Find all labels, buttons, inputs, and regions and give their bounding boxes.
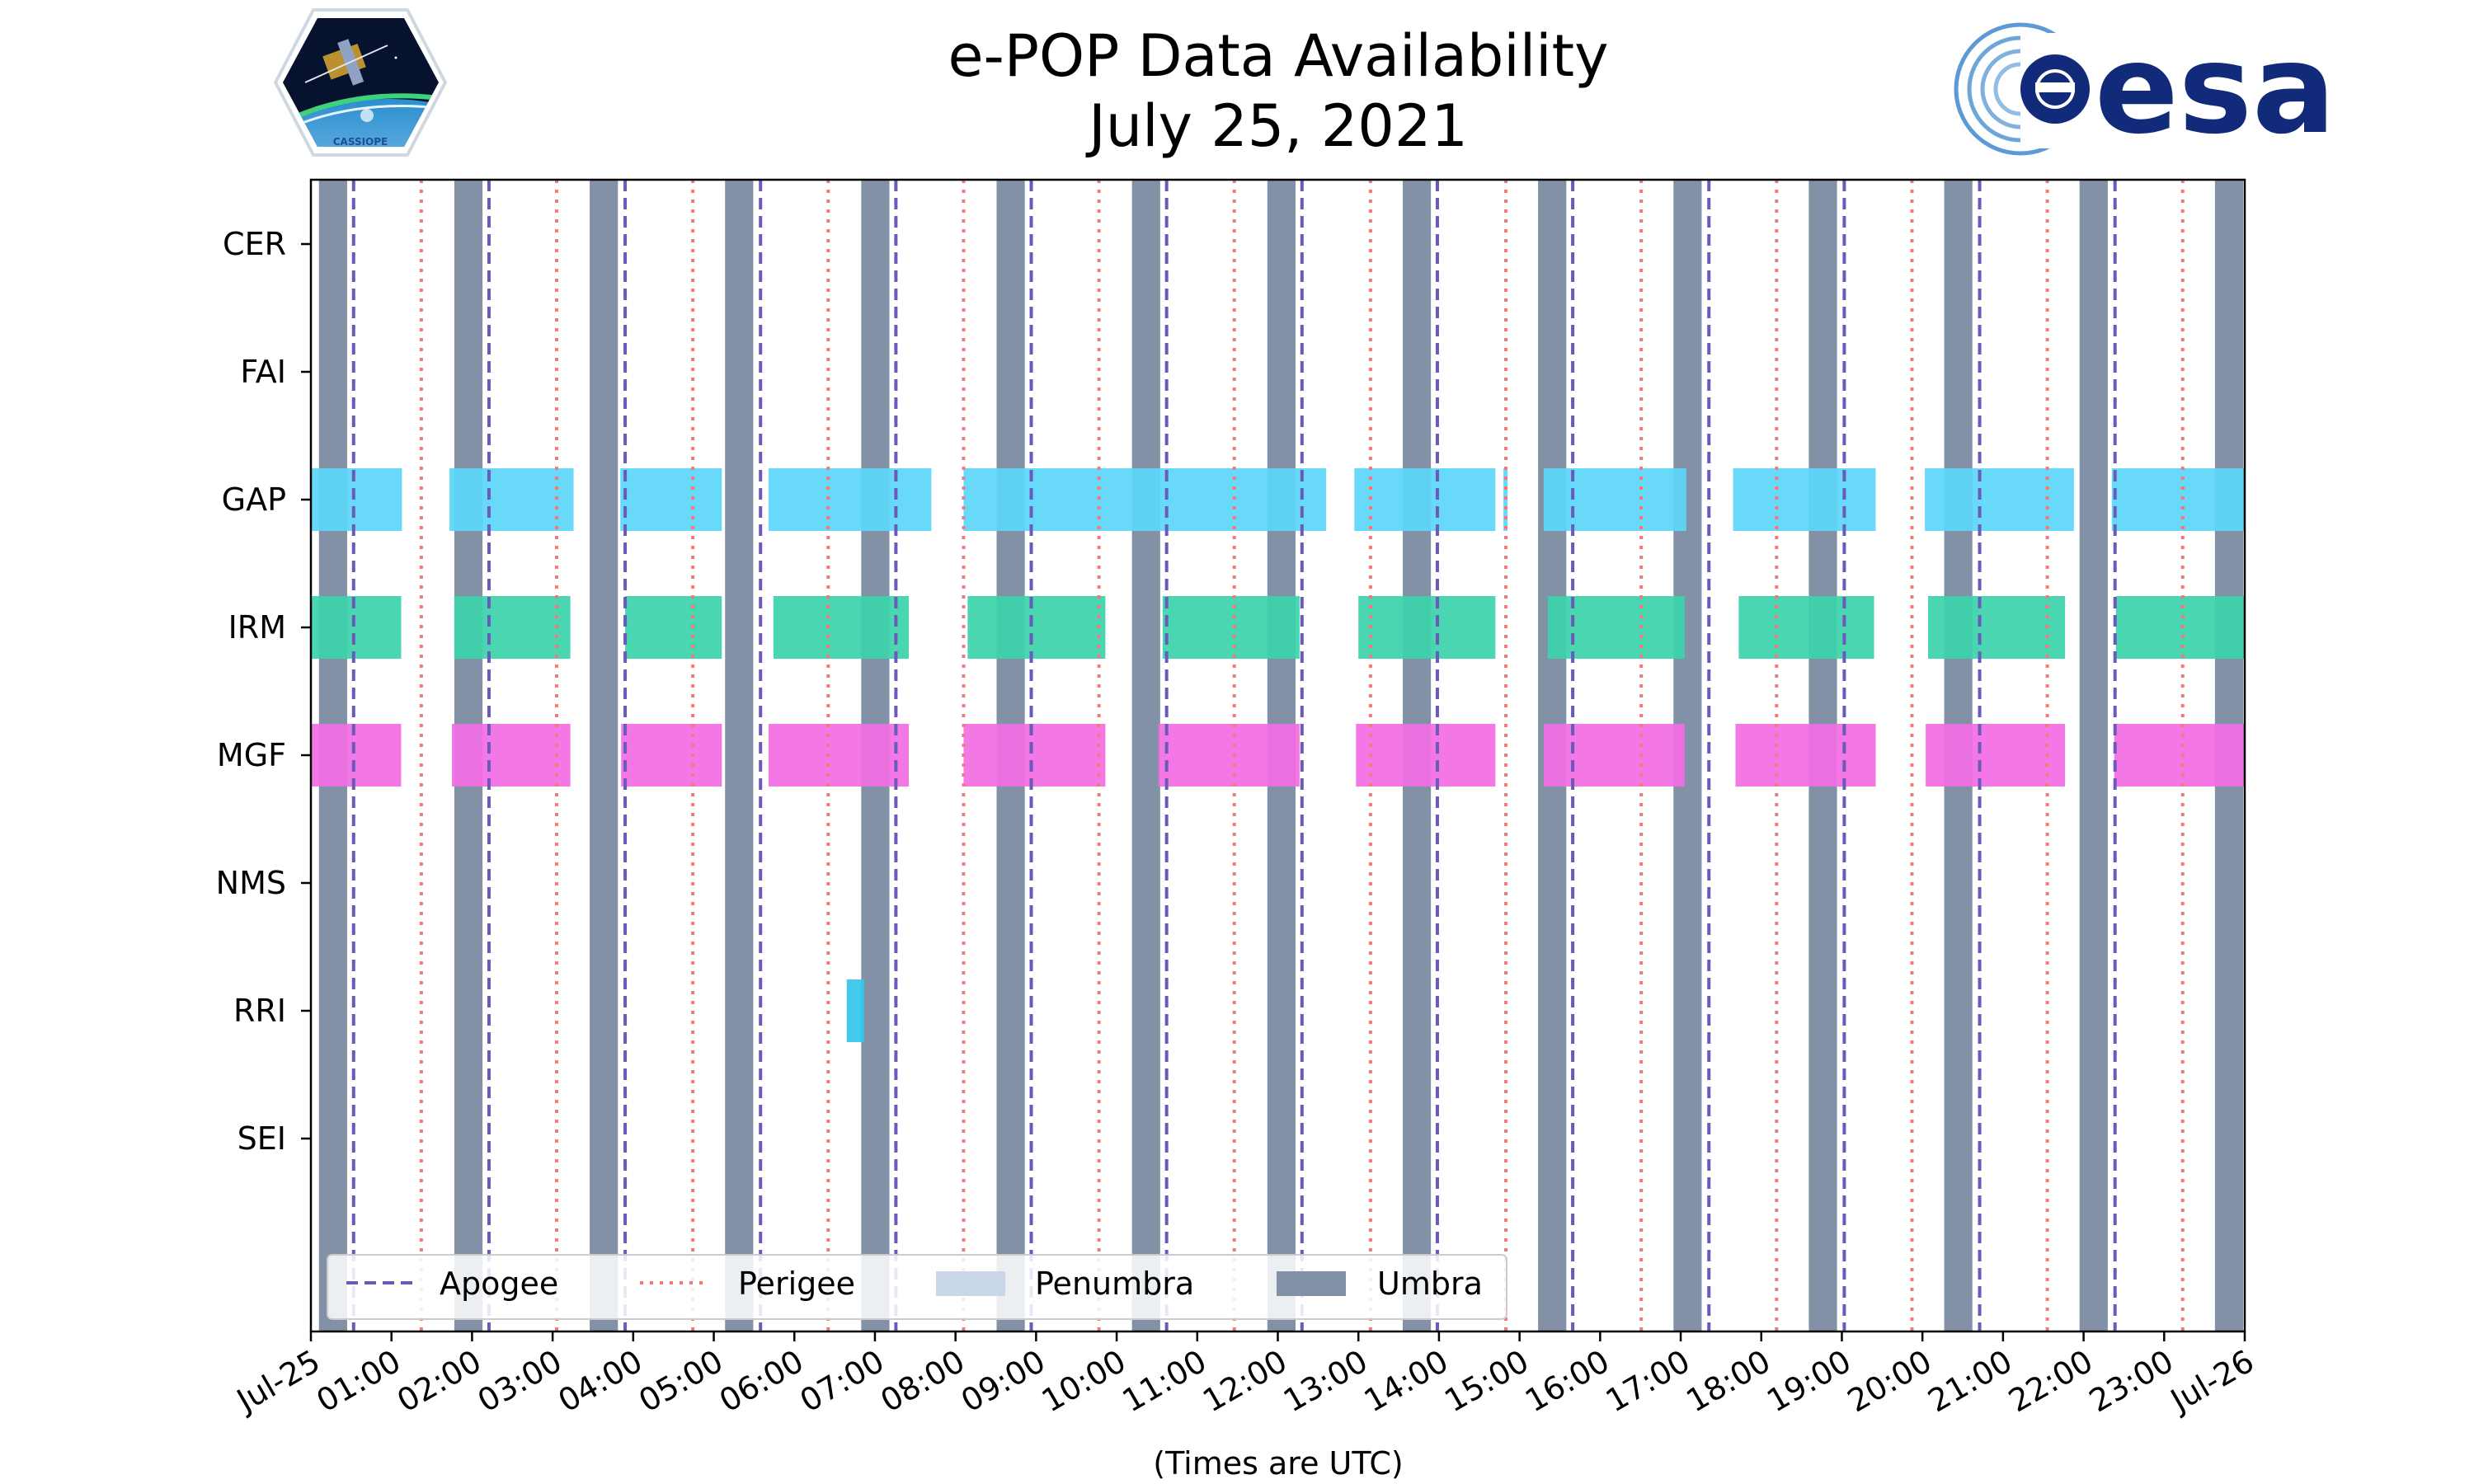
chart-title-line-2: July 25, 2021 [1085,92,1468,160]
x-tick-label: 09:00 [955,1343,1051,1420]
umbra-band [725,180,754,1331]
legend-label-perigee: Perigee [738,1266,855,1302]
x-tick-label: 06:00 [713,1343,810,1420]
availability-bar-irm [454,596,571,659]
x-tick-label: 07:00 [794,1343,891,1420]
legend-item-perigee: Perigee [640,1266,855,1302]
availability-bar-mgf [2114,724,2245,787]
x-tick-label: 02:00 [391,1343,487,1420]
cassiope-logo: CASSIOPE [273,8,448,157]
y-tick-label-cer: CER [223,226,286,262]
legend-swatch-umbra [1277,1271,1346,1296]
esa-logo: esa [1954,18,2335,162]
umbra-band [2079,180,2108,1331]
esa-logo-swirl [1954,22,2091,156]
x-tick-label: 08:00 [874,1343,971,1420]
availability-bar-irm [1928,596,2066,659]
availability-bar-irm [625,596,722,659]
x-tick-label: 11:00 [1116,1343,1212,1420]
x-axis: Jul-2501:0002:0003:0004:0005:0006:0007:0… [229,1331,2260,1420]
availability-bar-irm [1547,596,1685,659]
chart-title-line-1: e-POP Data Availability [948,22,1608,90]
availability-bar-mgf [963,724,1106,787]
availability-bar-gap [2111,468,2245,531]
legend-swatch-penumbra [936,1271,1005,1296]
x-tick-label: Jul-26 [2163,1343,2260,1420]
availability-bar-mgf [768,724,909,787]
availability-bar-gap [1354,468,1496,531]
x-tick-label: 01:00 [310,1343,407,1420]
y-tick-label-nms: NMS [216,865,286,901]
availability-bar-mgf [621,724,722,787]
availability-bar-mgf [1356,724,1496,787]
umbra-band [1131,180,1160,1331]
legend-label-penumbra: Penumbra [1035,1266,1194,1302]
availability-bar-mgf [1543,724,1685,787]
x-tick-label: 10:00 [1036,1343,1132,1420]
legend-label-apogee: Apogee [440,1266,558,1302]
availability-bar-mgf [1158,724,1300,787]
availability-bar-irm [967,596,1106,659]
y-tick-label-sei: SEI [238,1120,286,1157]
availability-bar-irm [1738,596,1874,659]
y-tick-label-mgf: MGF [217,737,286,773]
legend-box [327,1254,1507,1320]
availability-bar-gap [963,468,1327,531]
availability-bar-rri [846,979,865,1042]
x-tick-label: 16:00 [1519,1343,1616,1420]
availability-bar-gap [620,468,722,531]
y-axis: CER FAI GAP IRM MGF NMS RRI SEI [216,226,311,1157]
legend-item-apogee: Apogee [346,1266,558,1302]
y-tick-label-fai: FAI [240,354,286,390]
x-tick-label: 18:00 [1680,1343,1776,1420]
availability-bars [311,468,2245,1042]
availability-bar-irm [2115,596,2245,659]
x-tick-label: Jul-25 [229,1343,326,1420]
x-tick-label: 15:00 [1438,1343,1535,1420]
perigee-lines [419,180,2185,1331]
x-tick-label: 22:00 [2002,1343,2099,1420]
availability-bar-irm [1162,596,1300,659]
availability-bar-gap [449,468,574,531]
availability-bar-irm [773,596,909,659]
availability-bar-gap [1733,468,1876,531]
x-tick-label: 13:00 [1277,1343,1374,1420]
y-tick-label-rri: RRI [233,993,286,1029]
x-tick-label: 03:00 [472,1343,568,1420]
availability-bar-mgf [1926,724,2066,787]
availability-bar-mgf [1735,724,1876,787]
x-tick-label: 14:00 [1358,1343,1455,1420]
x-tick-label: 19:00 [1761,1343,1857,1420]
availability-bar-irm [1358,596,1496,659]
availability-bar-mgf [311,724,402,787]
x-axis-label: (Times are UTC) [1153,1445,1403,1482]
availability-bar-gap [1925,468,2074,531]
x-tick-label: 17:00 [1600,1343,1696,1420]
x-tick-label: 12:00 [1197,1343,1293,1420]
availability-bar-gap [1543,468,1686,531]
x-tick-label: 23:00 [2083,1343,2180,1420]
x-tick-label: 04:00 [552,1343,648,1420]
y-tick-label-irm: IRM [228,609,286,646]
legend-item-penumbra: Penumbra [936,1266,1194,1302]
legend-item-umbra: Umbra [1277,1266,1483,1302]
esa-logo-text: esa [2095,18,2335,162]
x-tick-label: 21:00 [1922,1343,2019,1420]
availability-bar-gap [768,468,932,531]
availability-bar-gap [311,468,402,531]
apogee-lines [351,180,2117,1331]
y-tick-label-gap: GAP [222,481,286,518]
x-tick-label: 05:00 [633,1343,729,1420]
legend: Apogee Perigee Penumbra Umbra [327,1254,1507,1320]
availability-bar-irm [311,596,402,659]
x-tick-label: 20:00 [1841,1343,1938,1420]
availability-bar-mgf [451,724,571,787]
legend-label-umbra: Umbra [1377,1266,1483,1302]
umbra-band [590,180,618,1331]
cassiope-logo-text: CASSIOPE [333,136,388,148]
